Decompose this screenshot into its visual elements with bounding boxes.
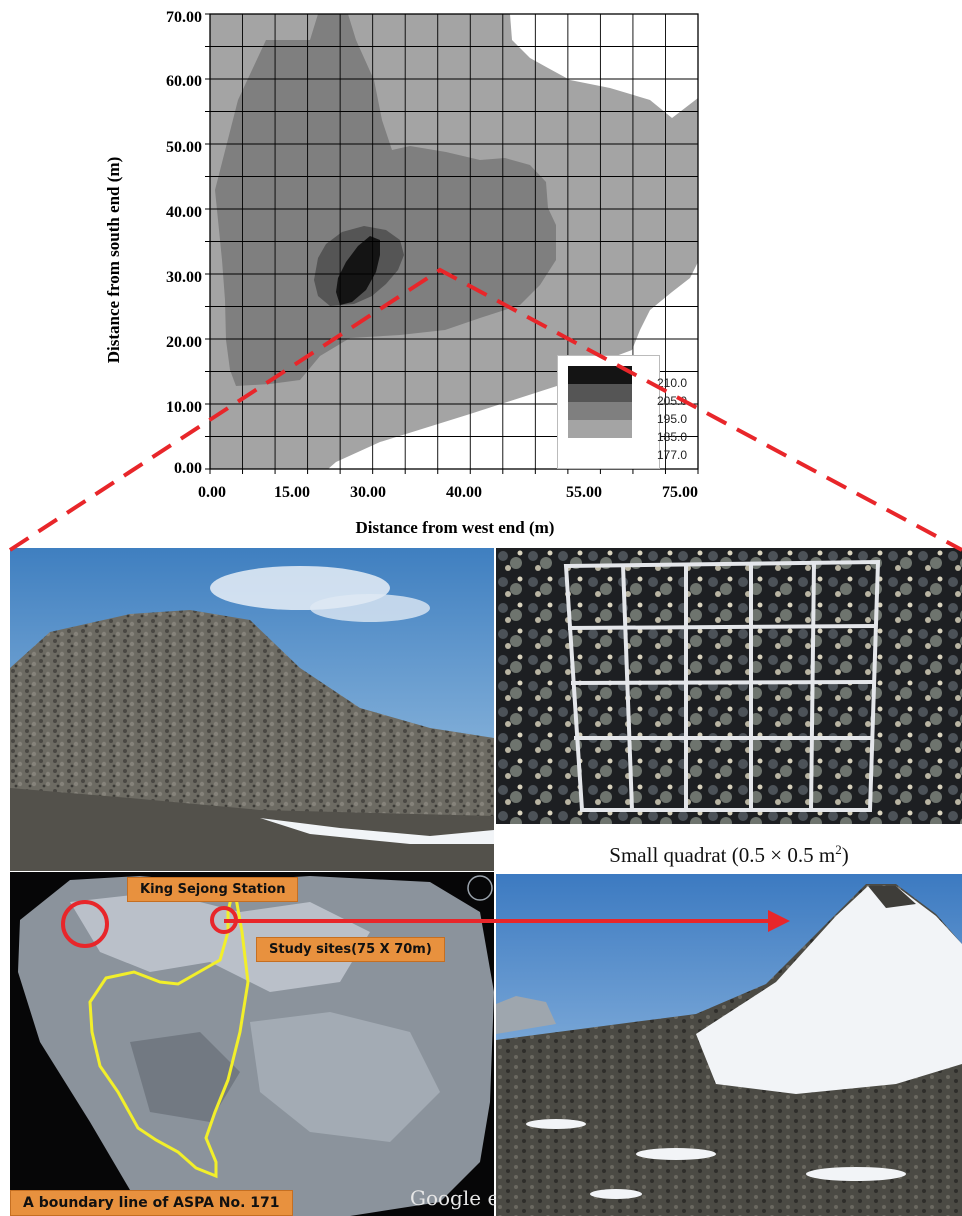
x-axis-label: Distance from west end (m) bbox=[355, 518, 555, 537]
aspa-boundary-line bbox=[88, 891, 250, 1179]
plot-grid bbox=[210, 14, 698, 469]
legend-swatch-205 bbox=[568, 384, 632, 402]
x-tick-label: 0.00 bbox=[198, 484, 226, 501]
legend-label: 177.0 bbox=[657, 448, 688, 462]
x-tick-label: 30.00 bbox=[350, 484, 386, 501]
y-tick-label: 50.00 bbox=[166, 139, 202, 156]
callout-king-sejong-station: King Sejong Station bbox=[127, 877, 299, 902]
legend-swatch-210 bbox=[568, 366, 632, 384]
photo-rocky-slope bbox=[10, 548, 494, 871]
legend-label: 185.0 bbox=[657, 430, 688, 444]
y-tick-label: 70.00 bbox=[166, 9, 202, 26]
quadrat-caption: Small quadrat (0.5 × 0.5 m2) bbox=[609, 842, 849, 867]
legend-label: 195.0 bbox=[657, 412, 688, 426]
contour-level-210 bbox=[336, 236, 380, 305]
x-tick-label: 75.00 bbox=[662, 484, 698, 501]
legend-label: 210.0 bbox=[657, 376, 688, 390]
zoom-dashed-lines bbox=[8, 267, 962, 552]
y-tick-label: 30.00 bbox=[166, 269, 202, 286]
station-marker-circle bbox=[61, 900, 109, 948]
chart-legend bbox=[557, 355, 660, 469]
arrow-head-icon bbox=[768, 910, 790, 932]
y-tick-label: 60.00 bbox=[166, 73, 202, 90]
photo-small-quadrat bbox=[496, 548, 962, 824]
x-tick-label: 55.00 bbox=[566, 484, 602, 501]
legend-swatch-185 bbox=[568, 420, 632, 438]
x-tick-label: 40.00 bbox=[446, 484, 482, 501]
legend-swatch-195 bbox=[568, 402, 632, 420]
callout-aspa-boundary: A boundary line of ASPA No. 171 bbox=[10, 1190, 293, 1216]
contour-level-195 bbox=[215, 14, 556, 386]
y-tick-label: 20.00 bbox=[166, 334, 202, 351]
y-tick-label: 0.00 bbox=[174, 460, 202, 477]
y-tick-label: 40.00 bbox=[166, 204, 202, 221]
photo-snowy-hill bbox=[496, 874, 962, 1216]
y-tick-label: 10.00 bbox=[166, 399, 202, 416]
callout-study-sites: Study sites(75 X 70m) bbox=[256, 937, 445, 962]
x-tick-label: 15.00 bbox=[274, 484, 310, 501]
tick-marks bbox=[205, 13, 699, 474]
